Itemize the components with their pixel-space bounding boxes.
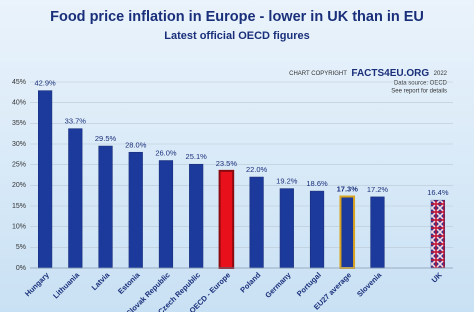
y-tick-label: 25% xyxy=(12,162,26,169)
value-label: 26.0% xyxy=(155,149,177,158)
value-label: 42.9% xyxy=(34,79,56,88)
bar xyxy=(279,188,294,269)
bar xyxy=(158,160,174,269)
bar xyxy=(98,145,113,269)
y-tick-label: 10% xyxy=(12,224,26,231)
y-tick-label: 20% xyxy=(12,182,26,189)
bar xyxy=(38,90,53,269)
y-tick-label: 40% xyxy=(12,100,26,107)
chart-title: Food price inflation in Europe - lower i… xyxy=(50,9,424,25)
copyright-site: FACTS4EU.ORG xyxy=(351,68,429,79)
value-label: 29.5% xyxy=(95,134,117,143)
bar xyxy=(218,169,235,269)
report-note: See report for details xyxy=(391,89,447,95)
value-label: 19.2% xyxy=(276,177,298,186)
value-label: 16.4% xyxy=(427,188,449,197)
bar xyxy=(309,190,325,269)
bar xyxy=(128,151,143,269)
bar xyxy=(189,163,204,269)
value-label: 28.0% xyxy=(125,140,147,149)
value-label: 25.1% xyxy=(186,152,208,161)
bar xyxy=(339,195,356,269)
value-label: 17.2% xyxy=(367,185,389,194)
chart-subtitle: Latest official OECD figures xyxy=(164,30,309,42)
value-label: 23.5% xyxy=(216,159,238,168)
value-label: 22.0% xyxy=(246,165,268,174)
bar-flag-pattern xyxy=(431,200,445,268)
y-tick-label: 45% xyxy=(12,79,26,86)
copyright-year: 2022 xyxy=(434,71,448,77)
copyright: CHART COPYRIGHT FACTS4EU.ORG 2022 xyxy=(289,64,448,81)
value-label: 18.6% xyxy=(306,179,328,188)
y-tick-label: 30% xyxy=(12,141,26,148)
data-source: Data source: OECD xyxy=(394,81,448,87)
copyright-text: CHART COPYRIGHT xyxy=(289,71,347,77)
y-tick-label: 15% xyxy=(12,203,26,210)
bar xyxy=(249,176,264,269)
value-label: 17.3% xyxy=(337,184,359,193)
bar xyxy=(68,128,83,269)
y-tick-label: 5% xyxy=(16,244,26,251)
y-tick-label: 0% xyxy=(16,265,26,272)
y-tick-label: 35% xyxy=(12,120,26,127)
bar xyxy=(370,196,385,269)
value-label: 33.7% xyxy=(65,117,87,126)
